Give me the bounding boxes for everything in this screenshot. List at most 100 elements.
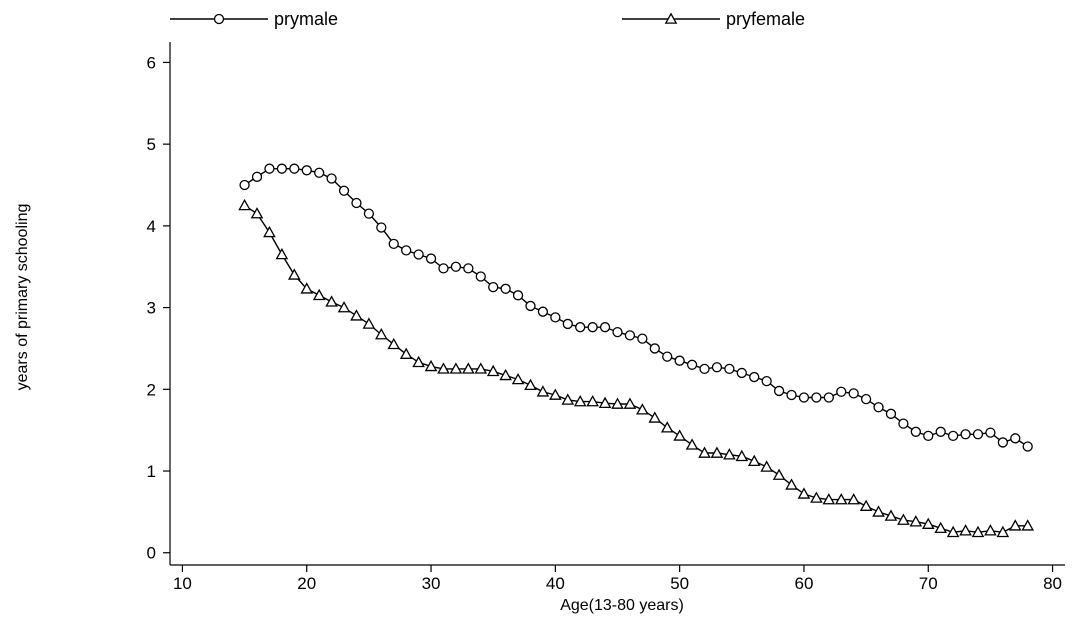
- data-point-pryfemale: [710, 446, 724, 458]
- x-tick-label: 50: [670, 574, 689, 593]
- legend-marker-prymale: [213, 13, 225, 25]
- data-point-prymale: [724, 363, 735, 375]
- data-point-prymale: [786, 389, 797, 401]
- data-point-pryfemale: [288, 268, 301, 280]
- data-point-prymale: [251, 171, 263, 182]
- y-tick-label: 2: [147, 380, 156, 399]
- data-point-pryfemale: [511, 372, 525, 385]
- data-point-pryfemale: [375, 328, 388, 340]
- y-tick-label: 5: [147, 135, 156, 154]
- data-point-pryfemale: [325, 295, 338, 307]
- data-point-prymale: [674, 355, 685, 366]
- data-point-pryfemale: [561, 393, 575, 405]
- data-point-prymale: [749, 371, 760, 383]
- series-pryfemale: [238, 198, 1035, 538]
- data-point-prymale: [438, 263, 449, 274]
- data-point-pryfemale: [275, 247, 289, 260]
- data-point-prymale: [910, 426, 921, 437]
- data-point-pryfemale: [648, 411, 662, 423]
- data-point-pryfemale: [834, 493, 848, 505]
- data-point-prymale: [773, 385, 785, 397]
- data-point-prymale: [599, 322, 611, 333]
- data-point-prymale: [997, 437, 1008, 448]
- data-point-pryfemale: [760, 460, 773, 472]
- data-point-pryfemale: [623, 397, 637, 409]
- data-point-pryfemale: [524, 378, 537, 391]
- data-point-prymale: [649, 343, 660, 354]
- data-point-pryfemale: [424, 359, 438, 372]
- data-point-pryfemale: [350, 309, 363, 321]
- x-tick-label: 80: [1043, 574, 1062, 593]
- data-point-pryfemale: [300, 282, 314, 294]
- data-point-prymale: [972, 429, 984, 440]
- data-point-pryfemale: [263, 225, 276, 238]
- data-point-prymale: [947, 430, 959, 442]
- data-point-pryfemale: [586, 395, 599, 407]
- data-point-prymale: [823, 392, 834, 403]
- data-point-prymale: [985, 427, 996, 438]
- data-point-prymale: [276, 163, 288, 174]
- data-point-pryfemale: [934, 521, 947, 534]
- data-point-pryfemale: [549, 388, 562, 400]
- data-point-prymale: [475, 271, 486, 282]
- data-point-prymale: [239, 179, 250, 191]
- data-point-prymale: [711, 362, 723, 373]
- series-line-prymale: [244, 168, 1029, 448]
- y-tick-label: 1: [147, 462, 156, 481]
- data-point-prymale: [811, 392, 822, 403]
- data-point-pryfemale: [660, 421, 674, 433]
- data-point-prymale: [587, 322, 598, 333]
- data-point-prymale: [413, 249, 424, 260]
- series-group: [238, 163, 1035, 538]
- data-point-pryfemale: [822, 493, 836, 505]
- legend-label-prymale: prymale: [274, 9, 338, 29]
- x-tick-label: 10: [173, 574, 192, 593]
- data-point-prymale: [736, 367, 747, 379]
- data-point-pryfemale: [673, 429, 686, 441]
- data-point-pryfemale: [797, 487, 811, 499]
- data-point-pryfemale: [312, 288, 326, 301]
- data-point-prymale: [326, 173, 337, 184]
- data-point-prymale: [798, 392, 810, 403]
- data-point-prymale: [836, 386, 847, 397]
- data-point-pryfemale: [996, 525, 1010, 538]
- data-point-pryfemale: [387, 337, 401, 350]
- data-point-pryfemale: [859, 499, 873, 511]
- data-point-prymale: [388, 238, 399, 249]
- data-point-pryfemale: [1021, 519, 1035, 531]
- data-point-pryfemale: [499, 368, 512, 381]
- data-point-pryfemale: [486, 364, 500, 377]
- y-tick-label: 0: [147, 544, 156, 563]
- data-point-prymale: [860, 393, 872, 405]
- legend-marker-pryfemale: [664, 12, 678, 24]
- data-point-pryfemale: [847, 493, 860, 505]
- data-point-pryfemale: [897, 513, 910, 525]
- x-axis-title: Age(13-80 years): [560, 597, 684, 614]
- data-point-pryfemale: [362, 317, 376, 329]
- data-point-prymale: [376, 222, 387, 233]
- data-point-pryfemale: [772, 468, 786, 480]
- data-point-pryfemale: [573, 395, 587, 407]
- data-point-prymale: [550, 312, 561, 323]
- data-point-prymale: [612, 326, 623, 338]
- y-tick-label: 4: [147, 217, 156, 236]
- data-point-prymale: [500, 283, 511, 294]
- data-point-prymale: [425, 253, 437, 264]
- axes: 0 1 2 3 4 5 6 10 20 30 40 50 60 70 80: [147, 42, 1065, 593]
- data-point-prymale: [301, 165, 312, 176]
- legend: prymale pryfemale: [170, 9, 805, 29]
- data-point-prymale: [488, 282, 499, 293]
- y-tick-label: 3: [147, 299, 156, 318]
- data-point-pryfemale: [872, 505, 885, 517]
- data-point-pryfemale: [735, 449, 749, 462]
- data-point-pryfemale: [959, 524, 972, 536]
- series-prymale: [239, 163, 1033, 452]
- data-point-prymale: [1010, 433, 1021, 444]
- data-point-prymale: [351, 197, 362, 209]
- data-point-pryfemale: [909, 515, 923, 527]
- legend-item-pryfemale: pryfemale: [622, 9, 805, 29]
- data-point-prymale: [450, 261, 462, 272]
- data-point-prymale: [289, 163, 300, 174]
- data-point-pryfemale: [723, 448, 736, 460]
